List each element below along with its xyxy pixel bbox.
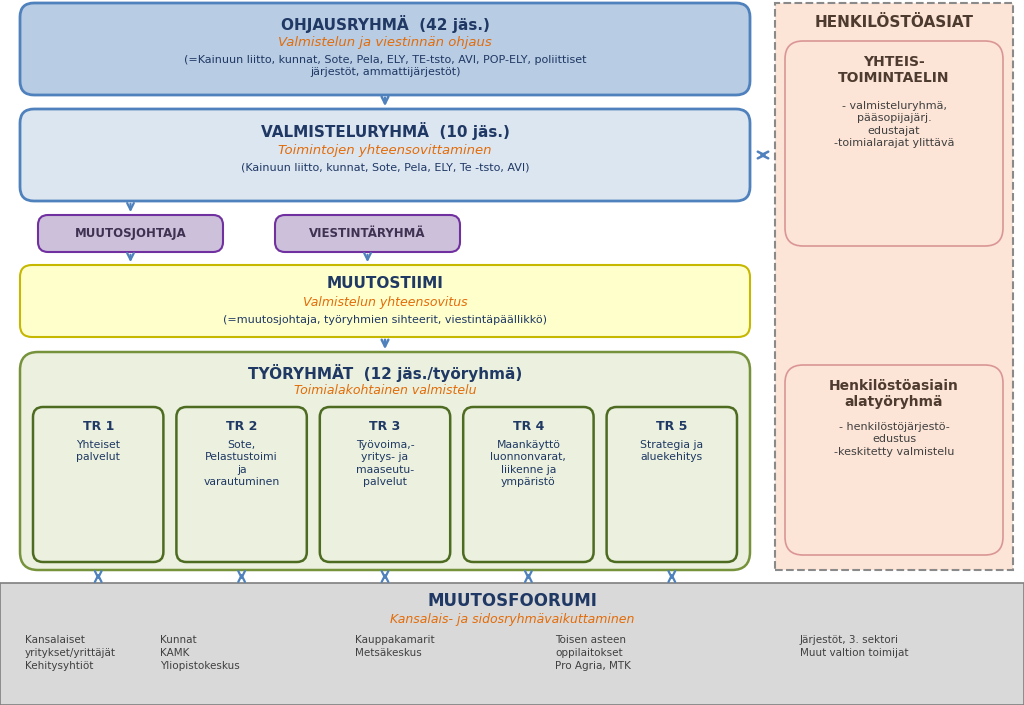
Text: Työvoima,-
yritys- ja
maaseutu-
palvelut: Työvoima,- yritys- ja maaseutu- palvelut xyxy=(355,440,415,487)
Text: Kunnat
KAMK
Yliopistokeskus: Kunnat KAMK Yliopistokeskus xyxy=(160,635,240,670)
Text: Henkilöstöasiain
alatyöryhmä: Henkilöstöasiain alatyöryhmä xyxy=(829,379,958,409)
FancyBboxPatch shape xyxy=(33,407,164,562)
FancyBboxPatch shape xyxy=(20,265,750,337)
Text: VIESTINTÄRYHMÄ: VIESTINTÄRYHMÄ xyxy=(309,227,426,240)
Text: Maankäyttö
luonnonvarat,
liikenne ja
ympäristö: Maankäyttö luonnonvarat, liikenne ja ymp… xyxy=(490,440,566,487)
FancyBboxPatch shape xyxy=(20,352,750,570)
FancyBboxPatch shape xyxy=(463,407,594,562)
Text: - valmisteluryhmä,
pääsopijajärj.
edustajat
-toimialarajat ylittävä: - valmisteluryhmä, pääsopijajärj. edusta… xyxy=(834,101,954,148)
Text: VALMISTELURYHMÄ  (10 jäs.): VALMISTELURYHMÄ (10 jäs.) xyxy=(260,122,509,140)
Text: Toisen asteen
oppilaitokset
Pro Agria, MTK: Toisen asteen oppilaitokset Pro Agria, M… xyxy=(555,635,631,670)
Text: MUUTOSTIIMI: MUUTOSTIIMI xyxy=(327,276,443,291)
Text: Kansalais- ja sidosryhmävaikuttaminen: Kansalais- ja sidosryhmävaikuttaminen xyxy=(390,613,634,626)
Text: Kauppakamarit
Metsäkeskus: Kauppakamarit Metsäkeskus xyxy=(355,635,434,658)
Text: OHJAUSRYHMÄ  (42 jäs.): OHJAUSRYHMÄ (42 jäs.) xyxy=(281,15,489,33)
Text: (=muutosjohtaja, työryhmien sihteerit, viestintäpäällikkö): (=muutosjohtaja, työryhmien sihteerit, v… xyxy=(223,315,547,325)
FancyBboxPatch shape xyxy=(319,407,451,562)
Bar xyxy=(775,3,1013,570)
Text: Järjestöt, 3. sektori
Muut valtion toimijat: Järjestöt, 3. sektori Muut valtion toimi… xyxy=(800,635,908,658)
Text: (Kainuun liitto, kunnat, Sote, Pela, ELY, Te -tsto, AVI): (Kainuun liitto, kunnat, Sote, Pela, ELY… xyxy=(241,163,529,173)
Bar xyxy=(0,583,1024,705)
FancyBboxPatch shape xyxy=(275,215,460,252)
Text: MUUTOSFOORUMI: MUUTOSFOORUMI xyxy=(427,592,597,610)
Text: Strategia ja
aluekehitys: Strategia ja aluekehitys xyxy=(640,440,703,462)
Text: HENKILÖSTÖASIAT: HENKILÖSTÖASIAT xyxy=(814,15,974,30)
FancyBboxPatch shape xyxy=(606,407,737,562)
Text: TR 1: TR 1 xyxy=(83,420,114,433)
Text: Valmistelun ja viestinnän ohjaus: Valmistelun ja viestinnän ohjaus xyxy=(279,36,492,49)
Text: TR 3: TR 3 xyxy=(370,420,400,433)
Text: TR 2: TR 2 xyxy=(226,420,257,433)
FancyBboxPatch shape xyxy=(785,41,1002,246)
Text: Kansalaiset
yritykset/yrittäjät
Kehitysyhtiöt: Kansalaiset yritykset/yrittäjät Kehitysy… xyxy=(25,635,116,670)
FancyBboxPatch shape xyxy=(38,215,223,252)
Text: TYÖRYHMÄT  (12 jäs./työryhmä): TYÖRYHMÄT (12 jäs./työryhmä) xyxy=(248,364,522,382)
FancyBboxPatch shape xyxy=(20,109,750,201)
Text: Yhteiset
palvelut: Yhteiset palvelut xyxy=(76,440,120,462)
Text: Toimialakohtainen valmistelu: Toimialakohtainen valmistelu xyxy=(294,384,476,397)
Text: TR 4: TR 4 xyxy=(513,420,544,433)
Text: YHTEIS-
TOIMINTAELIN: YHTEIS- TOIMINTAELIN xyxy=(839,55,949,85)
Text: Sote,
Pelastustoimi
ja
varautuminen: Sote, Pelastustoimi ja varautuminen xyxy=(204,440,280,487)
Text: Toimintojen yhteensovittaminen: Toimintojen yhteensovittaminen xyxy=(279,144,492,157)
Text: (=Kainuun liitto, kunnat, Sote, Pela, ELY, TE-tsto, AVI, POP-ELY, poliittiset
jä: (=Kainuun liitto, kunnat, Sote, Pela, EL… xyxy=(183,55,587,77)
FancyBboxPatch shape xyxy=(176,407,307,562)
Text: MUUTOSJOHTAJA: MUUTOSJOHTAJA xyxy=(75,227,186,240)
Text: Valmistelun yhteensovitus: Valmistelun yhteensovitus xyxy=(303,296,467,309)
FancyBboxPatch shape xyxy=(20,3,750,95)
FancyBboxPatch shape xyxy=(785,365,1002,555)
Text: - henkilöstöjärjestö-
edustus
-keskitetty valmistelu: - henkilöstöjärjestö- edustus -keskitett… xyxy=(834,422,954,457)
Text: TR 5: TR 5 xyxy=(656,420,687,433)
